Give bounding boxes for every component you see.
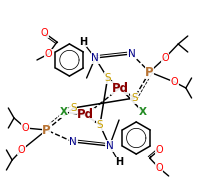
Text: O: O bbox=[161, 53, 169, 63]
Text: Pd: Pd bbox=[77, 108, 94, 122]
Text: S: S bbox=[97, 120, 103, 130]
Text: S: S bbox=[70, 103, 77, 113]
Text: H: H bbox=[115, 157, 123, 167]
Text: X: X bbox=[139, 107, 147, 117]
Text: Pd: Pd bbox=[111, 81, 129, 94]
Text: S: S bbox=[131, 93, 138, 103]
Text: O: O bbox=[155, 145, 163, 155]
Text: O: O bbox=[155, 163, 163, 173]
Text: P: P bbox=[42, 123, 51, 136]
Text: N: N bbox=[91, 53, 99, 63]
Text: H: H bbox=[79, 37, 87, 47]
Text: O: O bbox=[41, 28, 48, 38]
Text: P: P bbox=[145, 66, 154, 78]
Text: N: N bbox=[69, 137, 77, 147]
Text: O: O bbox=[171, 77, 178, 87]
Text: N: N bbox=[128, 49, 135, 59]
Text: O: O bbox=[18, 145, 26, 155]
Text: O: O bbox=[22, 123, 29, 133]
Text: N: N bbox=[106, 141, 113, 151]
Text: X: X bbox=[60, 107, 68, 117]
Text: S: S bbox=[104, 73, 111, 83]
Text: O: O bbox=[45, 49, 52, 59]
